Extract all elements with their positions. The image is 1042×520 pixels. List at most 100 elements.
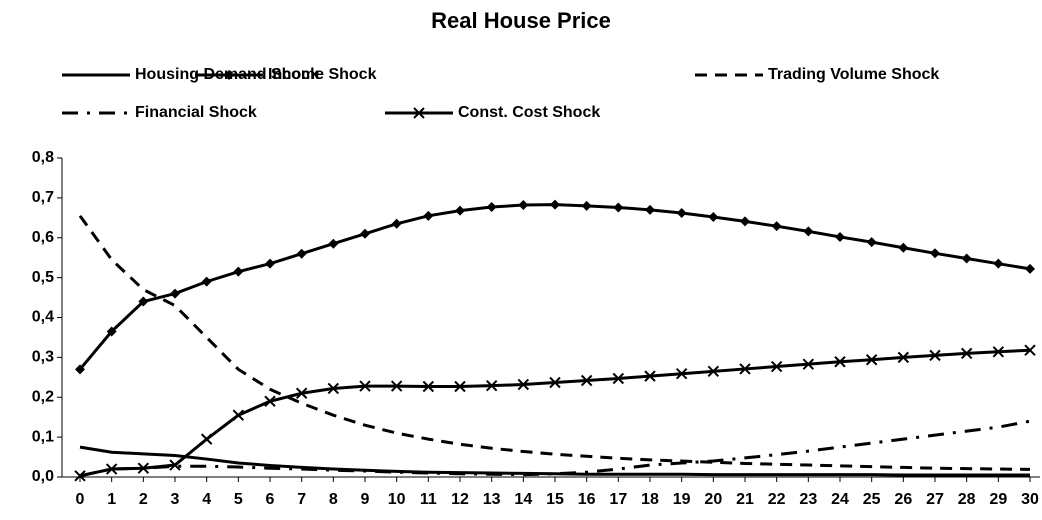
marker xyxy=(1025,263,1035,274)
y-tick-label: 0,6 xyxy=(32,229,54,246)
marker xyxy=(739,363,751,375)
series-line xyxy=(78,214,1031,471)
legend-marker xyxy=(413,107,425,119)
series-line xyxy=(79,348,1031,478)
series-line xyxy=(78,203,1031,371)
marker xyxy=(106,326,117,337)
marker xyxy=(137,462,150,474)
x-tick-label: 0 xyxy=(76,491,85,508)
marker xyxy=(770,360,783,373)
legend-label: Const. Cost Shock xyxy=(458,104,600,121)
marker xyxy=(295,387,308,399)
x-tick-label: 21 xyxy=(736,491,754,508)
x-tick-label: 4 xyxy=(202,491,211,508)
x-tick-label: 18 xyxy=(641,491,659,508)
x-tick-label: 6 xyxy=(266,491,275,508)
marker xyxy=(359,380,371,392)
marker xyxy=(138,296,149,307)
marker xyxy=(992,346,1005,358)
y-tick-label: 0,7 xyxy=(32,189,54,206)
marker xyxy=(612,372,625,385)
x-tick-label: 2 xyxy=(139,491,148,508)
legend-marker xyxy=(224,70,234,80)
x-tick-label: 30 xyxy=(1021,491,1039,508)
marker xyxy=(549,376,561,389)
marker xyxy=(930,248,940,259)
marker xyxy=(232,409,245,421)
y-tick-label: 0,8 xyxy=(32,149,54,166)
marker xyxy=(486,202,497,213)
x-tick-label: 12 xyxy=(451,491,469,508)
y-tick-label: 0,1 xyxy=(32,428,54,445)
marker xyxy=(423,210,434,221)
x-tick-label: 27 xyxy=(926,491,944,508)
marker xyxy=(169,459,181,471)
y-tick-label: 0,0 xyxy=(32,468,54,485)
x-tick-label: 1 xyxy=(107,491,116,508)
marker xyxy=(740,216,750,227)
marker xyxy=(645,204,655,215)
series-line xyxy=(79,419,1031,478)
marker xyxy=(898,242,909,253)
marker xyxy=(265,258,275,269)
marker xyxy=(390,380,403,392)
marker xyxy=(865,354,878,366)
marker xyxy=(803,226,814,237)
x-tick-label: 29 xyxy=(989,491,1007,508)
marker xyxy=(170,288,180,299)
marker xyxy=(328,238,339,249)
marker xyxy=(455,205,465,216)
marker xyxy=(75,364,85,375)
marker xyxy=(897,351,910,364)
marker xyxy=(834,356,846,368)
marker xyxy=(264,395,276,407)
x-tick-label: 22 xyxy=(768,491,786,508)
marker xyxy=(517,378,530,391)
marker xyxy=(296,248,307,259)
x-tick-label: 28 xyxy=(958,491,976,508)
marker xyxy=(613,202,624,213)
marker xyxy=(835,231,845,242)
marker xyxy=(960,347,973,360)
x-tick-label: 11 xyxy=(420,491,437,508)
marker xyxy=(201,276,212,287)
x-tick-label: 24 xyxy=(831,491,849,508)
marker xyxy=(200,433,213,445)
marker xyxy=(485,379,498,392)
marker xyxy=(707,365,720,378)
marker xyxy=(550,199,560,210)
x-tick-label: 3 xyxy=(171,491,180,508)
marker xyxy=(360,228,370,239)
marker xyxy=(518,200,529,211)
x-tick-label: 9 xyxy=(361,491,370,508)
x-tick-label: 26 xyxy=(894,491,912,508)
y-tick-label: 0,5 xyxy=(32,269,54,286)
marker xyxy=(993,258,1004,269)
marker xyxy=(580,374,593,387)
y-tick-label: 0,2 xyxy=(32,388,54,405)
x-tick-label: 15 xyxy=(546,491,564,508)
x-tick-label: 25 xyxy=(863,491,881,508)
marker xyxy=(1024,344,1036,356)
marker xyxy=(866,237,877,248)
legend-label: Financial Shock xyxy=(135,104,257,121)
marker xyxy=(929,349,941,362)
legend-label: Income Shock xyxy=(268,66,377,83)
y-tick-label: 0,3 xyxy=(32,349,54,366)
x-tick-label: 16 xyxy=(578,491,596,508)
marker xyxy=(961,253,972,264)
marker xyxy=(422,380,435,393)
x-tick-label: 23 xyxy=(799,491,817,508)
marker xyxy=(233,266,244,277)
x-tick-label: 20 xyxy=(704,491,722,508)
marker xyxy=(708,212,719,223)
x-tick-label: 5 xyxy=(234,491,243,508)
marker xyxy=(802,358,815,370)
chart-title: Real House Price xyxy=(431,8,611,33)
series-line xyxy=(79,445,1030,477)
marker xyxy=(771,221,782,232)
x-tick-label: 13 xyxy=(483,491,501,508)
marker xyxy=(74,470,86,482)
